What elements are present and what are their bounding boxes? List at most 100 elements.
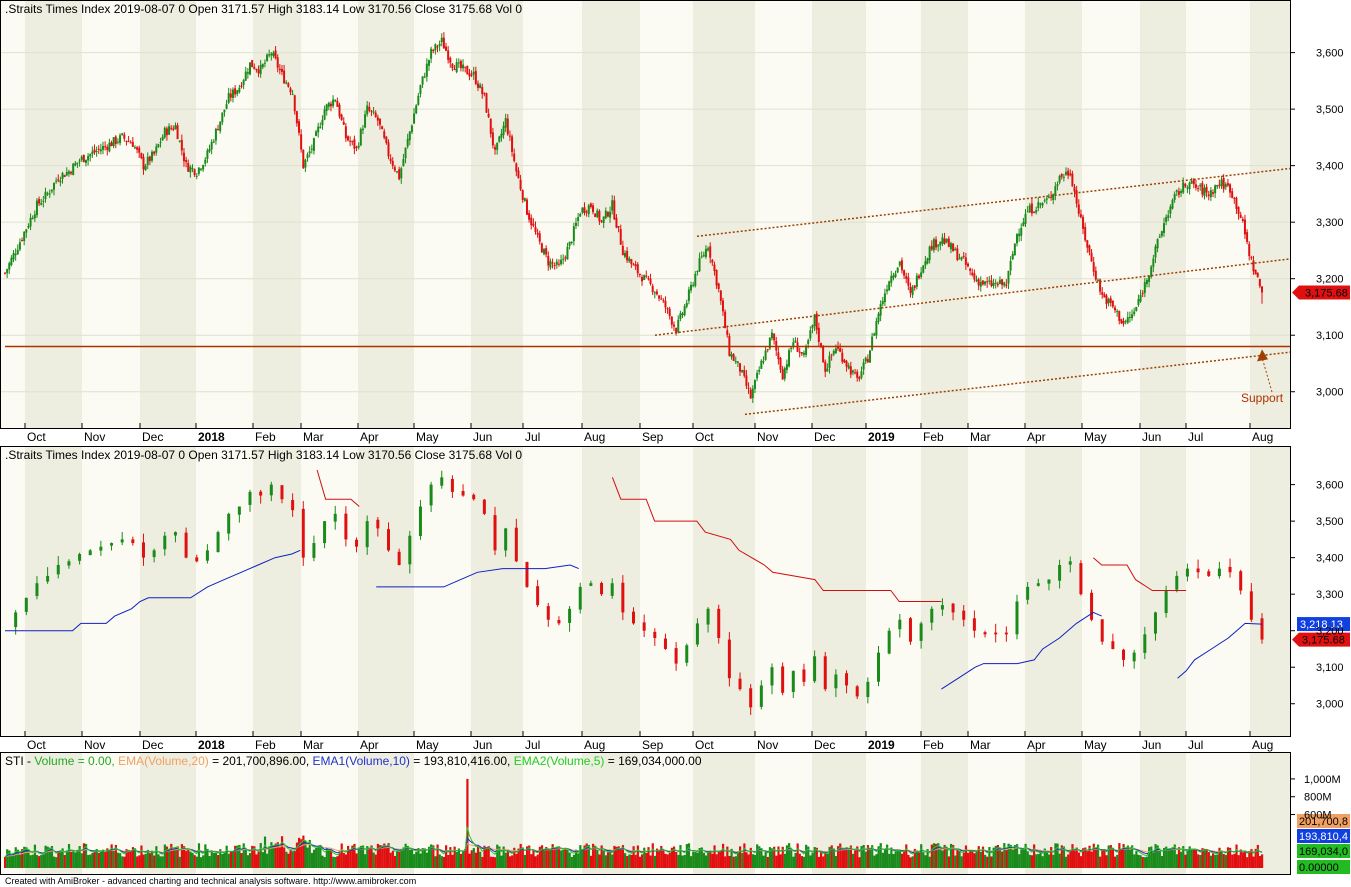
weekly-candle-body: [333, 513, 337, 522]
price-candle-body: [38, 199, 41, 204]
price-candle-body: [873, 333, 876, 336]
month-band: [1140, 447, 1186, 736]
volume-bar: [1039, 851, 1042, 868]
price-candle-body: [721, 300, 724, 312]
weekly-candle-body: [1249, 591, 1253, 620]
price-candle-body: [834, 348, 837, 353]
price-candle-body: [577, 217, 580, 221]
price-candle-body: [447, 50, 450, 60]
volume-bar: [636, 845, 639, 868]
stop-ytick-label: 3,300: [1316, 589, 1344, 601]
price-candle-body: [1060, 174, 1063, 177]
volume-bar: [905, 844, 908, 868]
price-candle-body: [658, 295, 661, 299]
price-candle-body: [504, 118, 507, 128]
volume-bar: [841, 849, 844, 868]
price-candle-body: [1052, 193, 1055, 200]
price-candle-body: [268, 54, 271, 56]
volume-bar: [651, 843, 654, 868]
price-candle-body: [1005, 284, 1008, 286]
price-candle-body: [937, 244, 940, 247]
price-candle-body: [602, 216, 605, 223]
volume-bar: [451, 854, 454, 868]
price-candle-body: [304, 159, 307, 168]
price-candle-body: [1128, 316, 1131, 318]
price-candle-body: [298, 121, 301, 133]
volume-bar: [151, 850, 154, 868]
volume-bar: [191, 852, 194, 868]
volume-bar: [813, 847, 816, 868]
price-candle-body: [494, 147, 497, 150]
price-candle-body: [61, 173, 64, 179]
price-candle-body: [459, 60, 462, 69]
price-candle-body: [574, 222, 577, 226]
volume-bar: [170, 843, 173, 868]
volume-pane-border: [0, 752, 1291, 875]
volume-bar: [1218, 847, 1221, 868]
volume-bar: [592, 843, 595, 868]
weekly-candle-body: [930, 608, 934, 623]
weekly-candle-body: [1004, 632, 1008, 635]
weekly-candle-body: [653, 631, 657, 638]
price-candle-body: [1126, 317, 1129, 323]
volume-bar: [242, 843, 245, 868]
volume-bar: [35, 855, 39, 868]
price-candle-body: [413, 113, 416, 124]
volume-bar: [662, 849, 665, 868]
price-candle-body: [400, 168, 403, 179]
volume-bar: [547, 849, 550, 868]
weekly-candle-body: [866, 681, 870, 698]
volume-bar: [832, 848, 835, 868]
volume-bar: [1143, 857, 1147, 868]
stop-pane-title: .Straits Times Index 2019-08-07 0 Open 3…: [5, 448, 522, 462]
volume-bar: [805, 844, 808, 868]
volume-bar: [1154, 844, 1157, 868]
price-candle-body: [1122, 321, 1125, 324]
weekly-candle-body: [898, 619, 902, 630]
volume-bar: [370, 845, 373, 868]
price-candle-body: [875, 321, 878, 336]
price-candle-body: [133, 147, 136, 149]
volume-bar: [125, 849, 128, 868]
volume-bar: [920, 844, 923, 868]
price-candle-body: [1250, 257, 1253, 259]
price-candle-body: [730, 354, 733, 357]
weekly-candle-body: [418, 506, 422, 536]
blue-stop-line: [5, 549, 301, 632]
price-candle-body: [46, 193, 49, 195]
volume-bar: [508, 856, 512, 868]
ema20-tag-bg: [1297, 814, 1350, 828]
price-candle-body: [807, 340, 810, 344]
volume-bar: [138, 855, 141, 868]
volume-bar: [491, 856, 495, 868]
volume-bar: [1086, 851, 1089, 868]
price-candle-body: [641, 277, 644, 282]
price-candle-body: [1009, 260, 1012, 271]
volume-bar: [1120, 849, 1123, 868]
price-candle-body: [647, 278, 650, 280]
volume-bar: [574, 849, 578, 868]
volume-bar: [530, 854, 533, 868]
weekly-candle-body: [291, 499, 295, 511]
volume-bar: [102, 849, 105, 868]
volume-bar: [785, 845, 789, 868]
volume-bar: [374, 854, 377, 868]
price-candle-body: [753, 380, 756, 389]
volume-bar: [749, 847, 752, 868]
price-candle-body: [1107, 298, 1110, 304]
volume-bar: [1252, 856, 1255, 868]
volume-bar: [287, 853, 290, 868]
price-candle-body: [785, 364, 788, 370]
volume-bar: [1022, 849, 1025, 868]
volume-bar: [212, 852, 215, 868]
price-candle-body: [87, 156, 90, 161]
volume-bar: [455, 852, 458, 868]
price-candle-body: [59, 180, 62, 183]
volume-bar: [1071, 844, 1074, 868]
volume-bar: [779, 854, 782, 868]
volume-bar: [960, 856, 963, 868]
weekly-candle-body: [35, 583, 39, 597]
volume-bar: [707, 851, 710, 868]
price-candle-body: [455, 62, 458, 73]
volume-bar: [202, 855, 205, 868]
